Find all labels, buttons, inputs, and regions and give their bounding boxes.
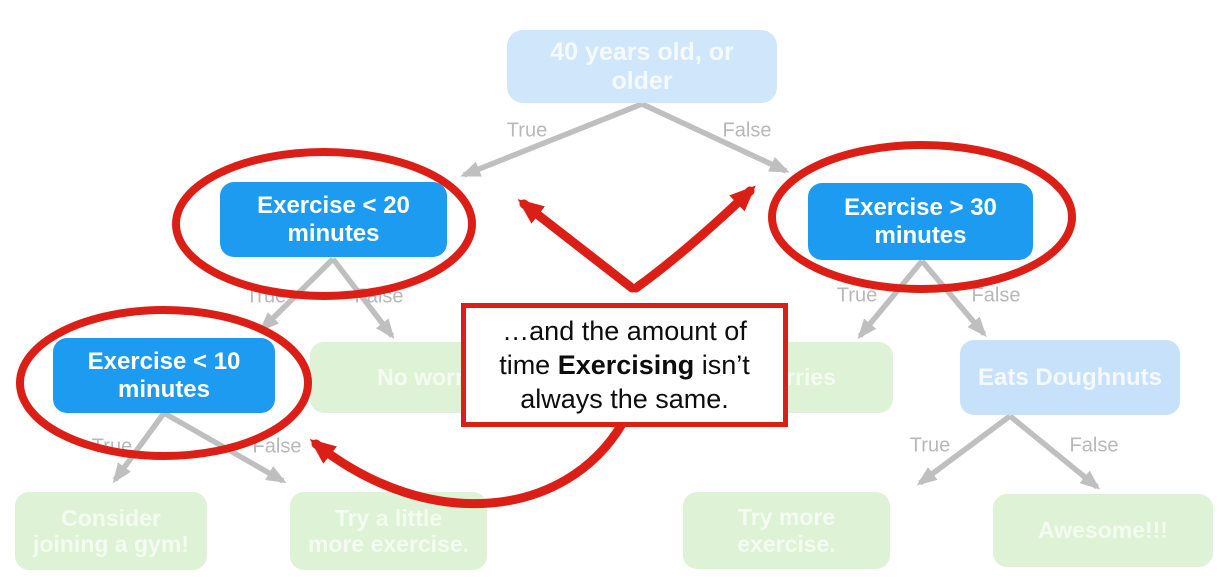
node-awesome: Awesome!!! (993, 494, 1213, 567)
node-exercise-lt-20: Exercise < 20 minutes (220, 182, 447, 257)
edge-root-true (460, 101, 644, 178)
node-label: Eats Doughnuts (978, 363, 1162, 391)
node-label: Try more exercise. (737, 504, 836, 557)
node-exercise-gt-30: Exercise > 30 minutes (808, 183, 1033, 260)
node-label: Try a little more exercise. (307, 504, 470, 557)
red-arrow-to-exercise-gt-30 (631, 185, 756, 293)
branch-label-root-true: True (506, 119, 548, 142)
node-40-years-old: 40 years old, or older (507, 30, 777, 103)
branch-label-doughnuts-false: False (1069, 434, 1119, 457)
branch-label-ex30-false: False (971, 284, 1021, 307)
node-label: 40 years old, or older (550, 37, 734, 95)
node-label: Exercise > 30 minutes (844, 193, 997, 249)
callout-line-3: always the same. (520, 384, 729, 414)
node-consider-gym: Consider joining a gym! (15, 492, 207, 570)
red-arrow-to-exercise-lt-20 (517, 199, 637, 293)
branch-label-doughnuts-true: True (909, 434, 951, 457)
node-try-more-exercise: Try more exercise. (683, 492, 890, 569)
node-exercise-lt-10: Exercise < 10 minutes (53, 338, 275, 413)
node-try-little-more-exercise: Try a little more exercise. (290, 492, 487, 570)
callout-line-2: time Exercising isn’t (499, 350, 750, 380)
branch-label-ex10-false: False (252, 435, 302, 458)
node-label: Exercise < 20 minutes (257, 191, 410, 247)
node-label: Exercise < 10 minutes (87, 347, 241, 403)
branch-label-root-false: False (722, 119, 772, 142)
branch-label-ex30-true: True (836, 284, 878, 307)
node-eats-doughnuts: Eats Doughnuts (960, 340, 1180, 415)
branch-label-ex20-true: True (245, 285, 287, 308)
callout-box: …and the amount of time Exercising isn’t… (461, 303, 788, 427)
node-label: Consider joining a gym! (33, 504, 189, 557)
branch-label-ex20-false: False (354, 285, 404, 308)
callout-line-1: …and the amount of (502, 316, 747, 346)
node-label: Awesome!!! (1038, 517, 1168, 544)
branch-label-ex10-true: True (91, 435, 133, 458)
